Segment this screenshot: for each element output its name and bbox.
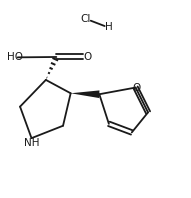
Text: NH: NH: [24, 138, 40, 148]
Text: H: H: [105, 22, 112, 32]
Text: O: O: [84, 52, 92, 62]
Text: HO: HO: [7, 52, 23, 62]
Text: Cl: Cl: [80, 14, 91, 24]
Text: O: O: [133, 83, 141, 93]
Polygon shape: [71, 90, 100, 98]
